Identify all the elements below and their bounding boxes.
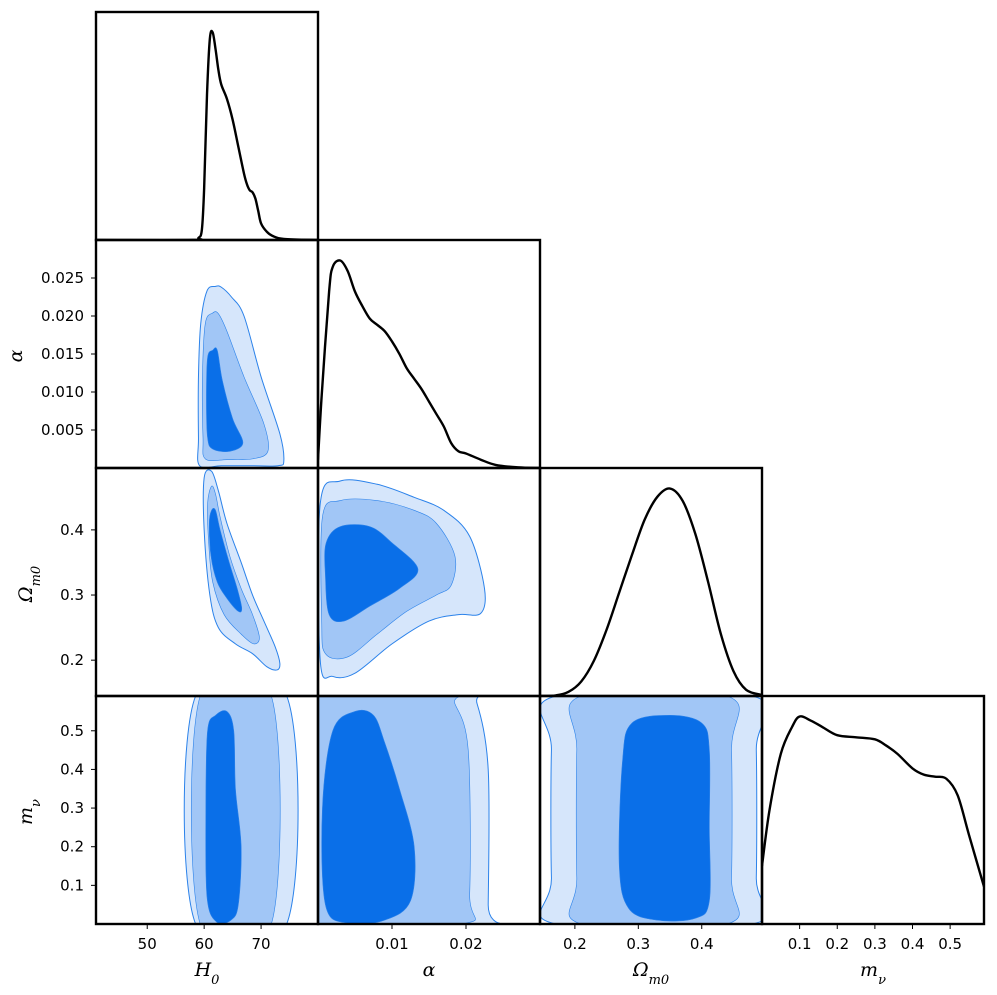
x-tick-label-alpha-1: 0.02 — [449, 935, 482, 953]
x-tick-label-Om-0: 0.2 — [563, 935, 587, 953]
axis-label-alpha-x: α — [423, 959, 436, 981]
marginal-curve-mnu — [762, 715, 984, 887]
contour-inner-alpha_mnu — [321, 709, 416, 924]
y-tick-label-alpha-1: 0.010 — [41, 383, 84, 401]
contour-panel-H0_mnu — [183, 696, 299, 924]
axis-label-alpha-y: α — [5, 349, 27, 362]
x-tick-label-Om-2: 0.4 — [690, 935, 714, 953]
x-tick-label-H0-0: 50 — [138, 935, 157, 953]
contour-panel-alpha_Om — [318, 479, 486, 679]
x-tick-label-mnu-3: 0.4 — [901, 935, 925, 953]
y-tick-label-mnu-3: 0.4 — [60, 760, 84, 778]
x-tick-label-H0-1: 60 — [195, 935, 214, 953]
axis-label-H0-x: H0 — [194, 959, 220, 988]
contour-panel-alpha_mnu — [318, 696, 501, 924]
axis-label-Om-y: Ωm0 — [15, 566, 44, 603]
axis-label-Om-x: Ωm0 — [632, 959, 669, 988]
x-tick-label-mnu-0: 0.1 — [788, 935, 812, 953]
marginal-curve-Om — [540, 487, 762, 696]
x-tick-label-alpha-0: 0.01 — [375, 935, 408, 953]
y-tick-label-Om-0: 0.2 — [60, 651, 84, 669]
contour-panel-H0_Om — [202, 469, 281, 671]
contour-inner-alpha_Om — [324, 524, 419, 623]
contour-inner-Om_mnu — [618, 715, 711, 922]
contour-panel-H0_alpha — [197, 285, 285, 468]
y-tick-label-alpha-3: 0.020 — [41, 307, 84, 325]
x-tick-label-Om-1: 0.3 — [626, 935, 650, 953]
x-tick-label-mnu-4: 0.5 — [938, 935, 962, 953]
contour-middle-H0_Om — [207, 485, 260, 645]
marginal-curve-H0 — [96, 29, 318, 240]
contour-panel-Om_mnu — [540, 696, 762, 924]
axis-label-mnu-x: mν — [860, 959, 886, 988]
marginal-curve-alpha — [318, 259, 540, 468]
contour-inner-H0_alpha — [206, 347, 244, 452]
contour-inner-H0_mnu — [205, 710, 242, 924]
y-tick-label-Om-1: 0.3 — [60, 586, 84, 604]
y-tick-label-Om-2: 0.4 — [60, 521, 84, 539]
marginal-panel-H0 — [96, 29, 318, 240]
y-tick-label-mnu-0: 0.1 — [60, 876, 84, 894]
panel-frame-alpha-alpha — [316, 238, 542, 470]
marginal-panel-alpha — [318, 259, 540, 468]
y-tick-label-alpha-0: 0.005 — [41, 421, 84, 439]
contour-inner-H0_Om — [208, 508, 243, 613]
x-tick-label-mnu-2: 0.3 — [863, 935, 887, 953]
y-tick-label-mnu-1: 0.2 — [60, 838, 84, 856]
y-tick-label-alpha-2: 0.015 — [41, 345, 84, 363]
x-tick-label-mnu-1: 0.2 — [825, 935, 849, 953]
x-tick-label-H0-2: 70 — [252, 935, 271, 953]
panel-frame-mnu-mnu — [760, 694, 986, 926]
marginal-panel-mnu — [762, 715, 984, 887]
marginal-panel-Om — [540, 487, 762, 696]
y-tick-label-alpha-4: 0.025 — [41, 269, 84, 287]
y-tick-label-mnu-2: 0.3 — [60, 799, 84, 817]
contour-outer-H0_Om — [202, 469, 281, 671]
y-tick-label-mnu-4: 0.5 — [60, 722, 84, 740]
axis-label-mnu-y: mν — [15, 799, 44, 825]
